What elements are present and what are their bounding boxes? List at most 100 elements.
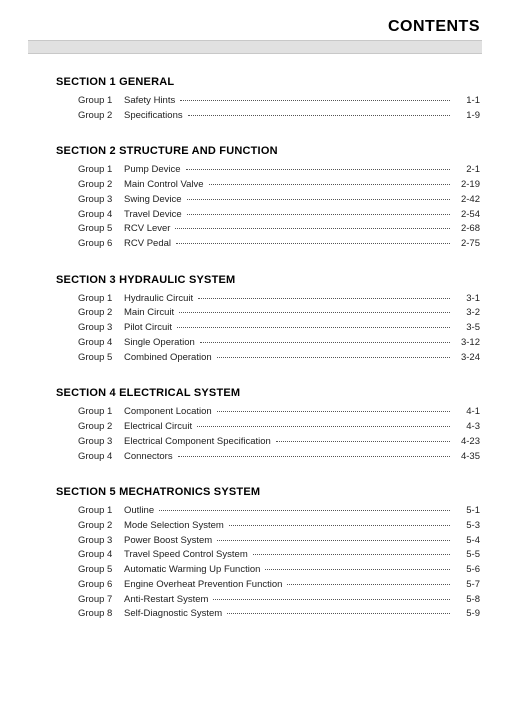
toc-row: Group 2Electrical Circuit4-3 bbox=[78, 420, 480, 435]
toc-prefix: Group 1 bbox=[78, 292, 124, 307]
toc-leader bbox=[176, 243, 450, 244]
toc-row: Group 5Automatic Warming Up Function 5-6 bbox=[78, 563, 480, 578]
toc-label: Anti-Restart System bbox=[124, 593, 211, 608]
toc-page: 1-9 bbox=[452, 109, 480, 124]
toc-label: Mode Selection System bbox=[124, 519, 227, 534]
toc-prefix: Group 4 bbox=[78, 450, 124, 465]
toc-leader bbox=[227, 613, 450, 614]
toc-prefix: Group 4 bbox=[78, 548, 124, 563]
toc-label: Automatic Warming Up Function bbox=[124, 563, 263, 578]
toc-page: 3-12 bbox=[452, 336, 480, 351]
toc-prefix: Group 2 bbox=[78, 420, 124, 435]
toc-prefix: Group 1 bbox=[78, 163, 124, 178]
section-heading: SECTION 2 STRUCTURE AND FUNCTION bbox=[56, 145, 480, 157]
toc-section: SECTION 5 MECHATRONICS SYSTEMGroup 1Outl… bbox=[28, 486, 482, 622]
toc-leader bbox=[175, 228, 450, 229]
toc-prefix: Group 2 bbox=[78, 109, 124, 124]
toc-leader bbox=[217, 540, 450, 541]
toc-prefix: Group 1 bbox=[78, 94, 124, 109]
toc-page: 5-7 bbox=[452, 578, 480, 593]
toc-prefix: Group 5 bbox=[78, 222, 124, 237]
toc-prefix: Group 6 bbox=[78, 578, 124, 593]
toc-prefix: Group 2 bbox=[78, 306, 124, 321]
toc-prefix: Group 6 bbox=[78, 237, 124, 252]
toc-row: Group 7Anti-Restart System5-8 bbox=[78, 593, 480, 608]
toc-prefix: Group 3 bbox=[78, 534, 124, 549]
toc-section: SECTION 4 ELECTRICAL SYSTEM Group 1Compon… bbox=[28, 387, 482, 464]
toc-label: Hydraulic Circuit bbox=[124, 292, 196, 307]
toc-leader bbox=[179, 312, 450, 313]
toc-section: SECTION 2 STRUCTURE AND FUNCTION Group 1P… bbox=[28, 145, 482, 251]
toc-leader bbox=[276, 441, 450, 442]
toc-row: Group 2Main Control Valve2-19 bbox=[78, 178, 480, 193]
toc-label: Engine Overheat Prevention Function bbox=[124, 578, 285, 593]
section-heading: SECTION 3 HYDRAULIC SYSTEM bbox=[56, 274, 480, 286]
toc-row: Group 1Pump Device2-1 bbox=[78, 163, 480, 178]
toc-prefix: Group 5 bbox=[78, 563, 124, 578]
toc-label: Specifications bbox=[124, 109, 186, 124]
toc-page: 5-1 bbox=[452, 504, 480, 519]
toc-label: Travel Device bbox=[124, 208, 185, 223]
toc-leader bbox=[198, 298, 450, 299]
toc-list: Group 1Pump Device2-1Group 2Main Control… bbox=[56, 163, 480, 251]
toc-label: Main Control Valve bbox=[124, 178, 207, 193]
toc-row: Group 2Main Circuit3-2 bbox=[78, 306, 480, 321]
toc-row: Group 2Mode Selection System 5-3 bbox=[78, 519, 480, 534]
toc-label: Connectors bbox=[124, 450, 176, 465]
toc-row: Group 4Single Operation 3-12 bbox=[78, 336, 480, 351]
section-heading: SECTION 1 GENERAL bbox=[56, 76, 480, 88]
toc-label: Combined Operation bbox=[124, 351, 215, 366]
toc-leader bbox=[177, 327, 450, 328]
toc-row: Group 4Travel Speed Control System5-5 bbox=[78, 548, 480, 563]
toc-prefix: Group 2 bbox=[78, 178, 124, 193]
toc-prefix: Group 4 bbox=[78, 208, 124, 223]
title-bar bbox=[28, 40, 482, 54]
toc-row: Group 3Pilot Circuit3-5 bbox=[78, 321, 480, 336]
toc-prefix: Group 1 bbox=[78, 405, 124, 420]
toc-page: 2-68 bbox=[452, 222, 480, 237]
toc-label: Pilot Circuit bbox=[124, 321, 175, 336]
toc-leader bbox=[287, 584, 450, 585]
toc-row: Group 5RCV Lever 2-68 bbox=[78, 222, 480, 237]
toc-list: Group 1Safety Hints1-1Group 2Specificati… bbox=[56, 94, 480, 123]
toc-section: SECTION 3 HYDRAULIC SYSTEM Group 1Hydraul… bbox=[28, 274, 482, 366]
toc-leader bbox=[186, 169, 451, 170]
toc-page: 3-2 bbox=[452, 306, 480, 321]
toc-prefix: Group 3 bbox=[78, 193, 124, 208]
toc-label: Self-Diagnostic System bbox=[124, 607, 225, 622]
toc-label: RCV Pedal bbox=[124, 237, 174, 252]
toc-prefix: Group 8 bbox=[78, 607, 124, 622]
toc-page: 5-9 bbox=[452, 607, 480, 622]
toc-label: Swing Device bbox=[124, 193, 185, 208]
toc-row: Group 6RCV Pedal 2-75 bbox=[78, 237, 480, 252]
toc-leader bbox=[187, 199, 450, 200]
toc-leader bbox=[213, 599, 450, 600]
toc-page: 5-5 bbox=[452, 548, 480, 563]
sections-host: SECTION 1 GENERAL Group 1Safety Hints1-1G… bbox=[28, 76, 482, 622]
toc-page: 5-3 bbox=[452, 519, 480, 534]
toc-label: Single Operation bbox=[124, 336, 198, 351]
toc-prefix: Group 2 bbox=[78, 519, 124, 534]
toc-page: 3-1 bbox=[452, 292, 480, 307]
section-heading: SECTION 4 ELECTRICAL SYSTEM bbox=[56, 387, 480, 399]
section-heading: SECTION 5 MECHATRONICS SYSTEM bbox=[56, 486, 480, 498]
page-container: CONTENTS SECTION 1 GENERALGroup 1Safety … bbox=[0, 0, 510, 722]
toc-prefix: Group 4 bbox=[78, 336, 124, 351]
toc-row: Group 4Connectors4-35 bbox=[78, 450, 480, 465]
toc-prefix: Group 3 bbox=[78, 435, 124, 450]
toc-page: 2-42 bbox=[452, 193, 480, 208]
toc-label: RCV Lever bbox=[124, 222, 173, 237]
toc-label: Outline bbox=[124, 504, 157, 519]
toc-row: Group 1Component Location4-1 bbox=[78, 405, 480, 420]
toc-page: 5-6 bbox=[452, 563, 480, 578]
toc-row: Group 3Power Boost System5-4 bbox=[78, 534, 480, 549]
toc-row: Group 1Outline5-1 bbox=[78, 504, 480, 519]
toc-prefix: Group 3 bbox=[78, 321, 124, 336]
toc-page: 4-23 bbox=[452, 435, 480, 450]
toc-leader bbox=[188, 115, 450, 116]
toc-leader bbox=[159, 510, 450, 511]
toc-row: Group 3Electrical Component Specificatio… bbox=[78, 435, 480, 450]
toc-page: 4-3 bbox=[452, 420, 480, 435]
toc-row: Group 8Self-Diagnostic System 5-9 bbox=[78, 607, 480, 622]
toc-page: 2-75 bbox=[452, 237, 480, 252]
